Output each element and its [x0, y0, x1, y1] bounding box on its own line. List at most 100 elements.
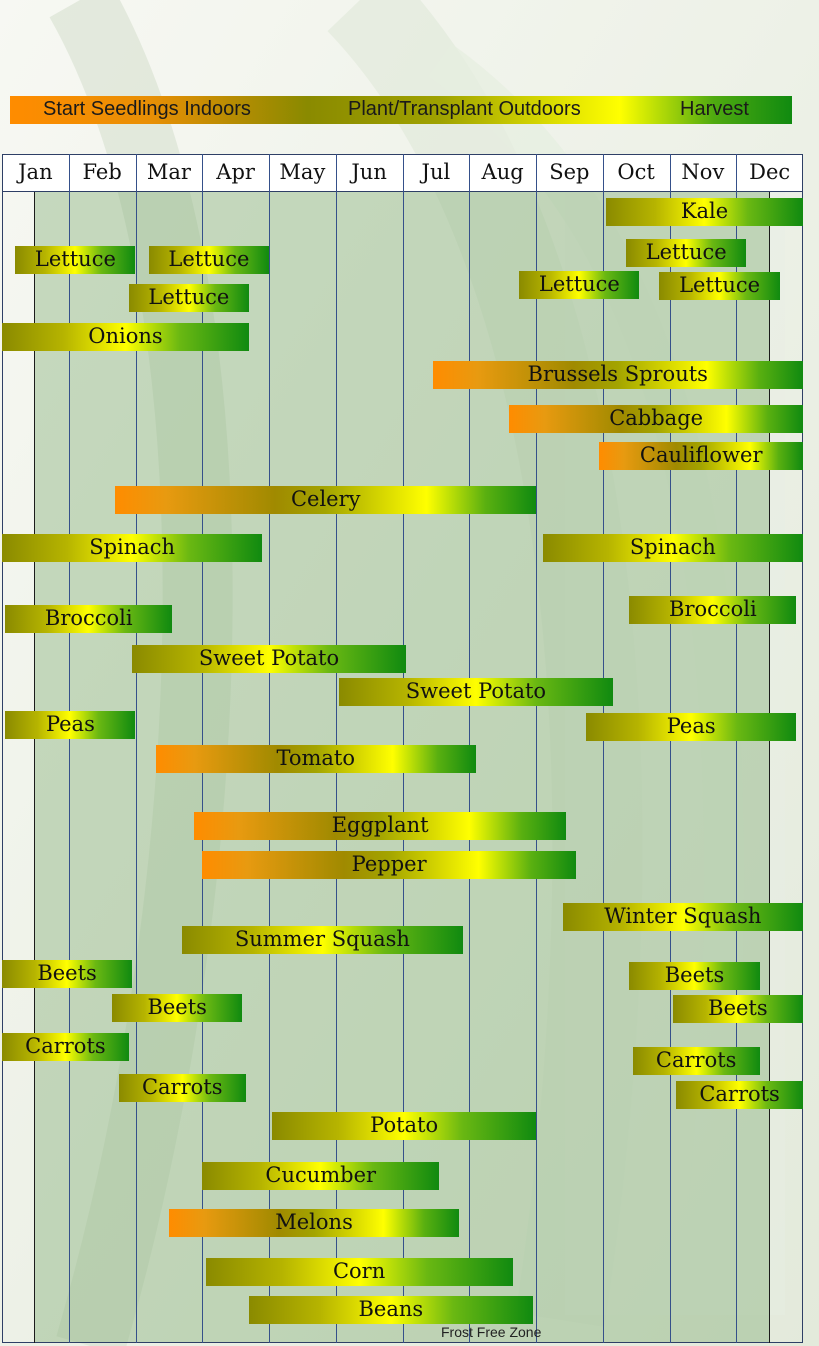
crop-bar-beans: Beans	[248, 1296, 533, 1324]
crop-bar-potato: Potato	[272, 1112, 536, 1140]
crop-label: Broccoli	[669, 597, 757, 621]
month-label: Apr	[216, 160, 255, 184]
crop-bar-lettuce: Lettuce	[128, 284, 249, 312]
month-label: Dec	[749, 160, 791, 184]
crop-bar-brussels-sprouts: Brussels Sprouts	[432, 361, 803, 389]
crop-bar-spinach: Spinach	[542, 534, 803, 562]
frost-zone-end-line	[769, 192, 770, 1343]
crop-label: Cucumber	[265, 1163, 377, 1187]
crop-label: Beets	[147, 995, 207, 1019]
month-label: Jul	[421, 160, 451, 184]
crop-bar-winter-squash: Winter Squash	[562, 903, 803, 931]
crop-bar-cucumber: Cucumber	[202, 1162, 440, 1190]
month-grid-line	[670, 154, 671, 1343]
crop-bar-carrots: Carrots	[2, 1033, 129, 1061]
crop-bar-carrots: Carrots	[632, 1047, 760, 1075]
crop-label: Winter Squash	[604, 904, 762, 928]
crop-bar-beets: Beets	[672, 995, 803, 1023]
month-grid-line	[136, 154, 137, 1343]
crop-bar-broccoli: Broccoli	[5, 605, 173, 633]
crop-label: Cabbage	[609, 406, 704, 430]
crop-bar-tomato: Tomato	[155, 745, 476, 773]
crop-label: Potato	[370, 1113, 439, 1137]
crop-label: Lettuce	[645, 240, 727, 264]
crop-bar-lettuce: Lettuce	[626, 239, 747, 267]
crop-label: Lettuce	[538, 272, 620, 296]
month-header	[2, 154, 803, 192]
crop-bar-corn: Corn	[205, 1258, 513, 1286]
crop-bar-cauliflower: Cauliflower	[599, 442, 803, 470]
crop-label: Carrots	[655, 1048, 737, 1072]
crop-label: Celery	[290, 487, 361, 511]
crop-label: Lettuce	[148, 285, 230, 309]
crop-label: Broccoli	[44, 606, 133, 630]
month-label: Sep	[549, 160, 590, 184]
crop-label: Kale	[680, 199, 729, 223]
crop-bar-lettuce: Lettuce	[519, 271, 640, 299]
crop-bar-carrots: Carrots	[676, 1081, 803, 1109]
month-grid-line	[69, 154, 70, 1343]
crop-label: Pepper	[351, 852, 427, 876]
crop-bar-cabbage: Cabbage	[509, 405, 803, 433]
crop-label: Tomato	[276, 746, 355, 770]
crop-label: Beans	[358, 1297, 424, 1321]
legend-harvest: Harvest	[680, 98, 749, 120]
crop-label: Onions	[88, 324, 163, 348]
crop-bar-beets: Beets	[629, 962, 760, 990]
crop-bar-melons: Melons	[168, 1209, 460, 1237]
legend-start-indoors: Start Seedlings Indoors	[43, 98, 251, 120]
crop-label: Beets	[37, 961, 97, 985]
crop-bar-lettuce: Lettuce	[148, 246, 269, 274]
crop-label: Sweet Potato	[405, 679, 547, 703]
crop-label: Cauliflower	[639, 443, 763, 467]
month-label: Oct	[617, 160, 655, 184]
crop-label: Beets	[664, 963, 725, 987]
crop-label: Lettuce	[679, 273, 761, 297]
month-label: Nov	[681, 160, 725, 184]
crop-label: Eggplant	[331, 813, 429, 837]
month-label: Mar	[146, 160, 191, 184]
month-grid-line	[736, 154, 737, 1343]
crop-bar-peas: Peas	[5, 711, 136, 739]
crop-label: Lettuce	[168, 247, 250, 271]
crop-label: Lettuce	[34, 247, 116, 271]
crop-bar-sweet-potato: Sweet Potato	[132, 645, 406, 673]
legend-gradient-bar: Start Seedlings Indoors Plant/Transplant…	[10, 96, 792, 124]
crop-label: Corn	[332, 1259, 386, 1283]
crop-bar-eggplant: Eggplant	[194, 812, 567, 840]
crop-label: Peas	[45, 712, 95, 736]
crop-label: Beets	[708, 996, 768, 1020]
crop-label: Spinach	[89, 535, 176, 559]
month-grid-line	[536, 154, 537, 1343]
crop-bar-beets: Beets	[2, 960, 133, 988]
month-label: Feb	[82, 160, 122, 184]
crop-bar-sweet-potato: Sweet Potato	[339, 678, 613, 706]
crop-bar-spinach: Spinach	[2, 534, 263, 562]
frost-free-zone-label: Frost Free Zone	[441, 1324, 542, 1340]
crop-label: Spinach	[629, 535, 716, 559]
crop-bar-carrots: Carrots	[118, 1074, 246, 1102]
month-label: May	[279, 160, 326, 184]
legend-plant-outdoors: Plant/Transplant Outdoors	[348, 98, 581, 120]
month-label: Aug	[481, 160, 524, 184]
crop-label: Carrots	[141, 1075, 223, 1099]
crop-bar-summer-squash: Summer Squash	[182, 926, 463, 954]
crop-bar-kale: Kale	[606, 198, 803, 226]
crop-bar-beets: Beets	[112, 994, 243, 1022]
month-label: Jun	[351, 160, 387, 184]
crop-bar-lettuce: Lettuce	[659, 272, 780, 300]
crop-label: Carrots	[25, 1034, 106, 1058]
month-grid-line	[603, 154, 604, 1343]
crop-label: Melons	[275, 1210, 353, 1234]
crop-label: Summer Squash	[234, 927, 410, 951]
crop-bar-onions: Onions	[2, 323, 249, 351]
crop-label: Brussels Sprouts	[527, 362, 708, 386]
crop-label: Carrots	[699, 1082, 780, 1106]
crop-bar-peas: Peas	[586, 713, 797, 741]
crop-bar-celery: Celery	[115, 486, 536, 514]
frost-zone-start-line	[34, 192, 35, 1343]
crop-label: Sweet Potato	[198, 646, 340, 670]
crop-label: Peas	[666, 714, 716, 738]
month-label: Jan	[18, 160, 53, 184]
crop-bar-lettuce: Lettuce	[15, 246, 136, 274]
